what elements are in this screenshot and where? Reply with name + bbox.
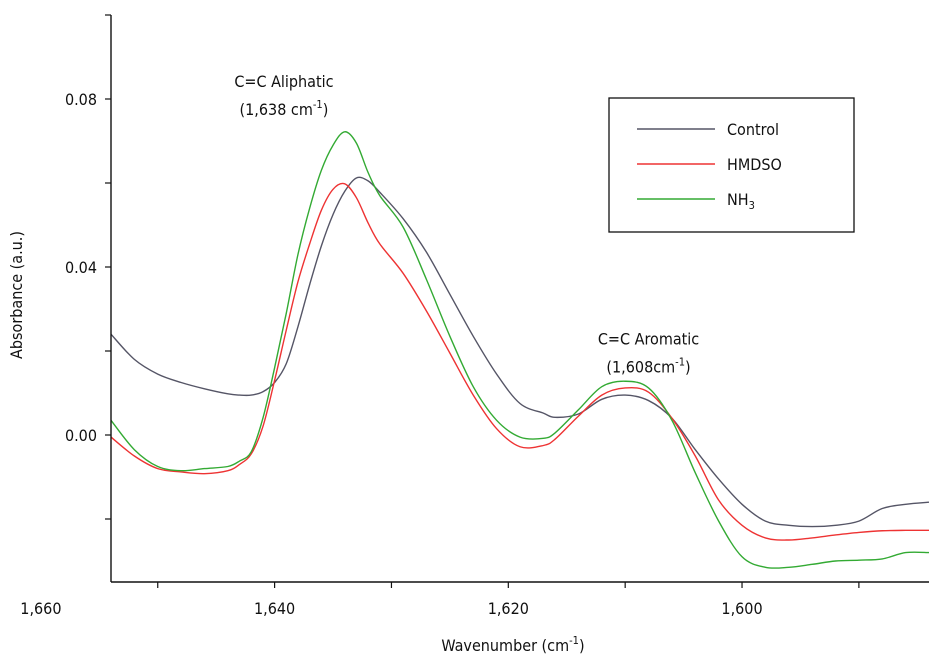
- y-tick-label: 0.04: [65, 258, 97, 277]
- legend-label-hmdso: HMDSO: [727, 155, 782, 174]
- y-axis-title: Absorbance (a.u.): [7, 231, 26, 359]
- legend-label-nh3: NH3: [727, 190, 755, 212]
- x-tick-label: 1,620: [488, 599, 529, 618]
- annotation-layer: C=C Aliphatic (1,638 cm-1) C=C Aromatic (1,…: [234, 72, 699, 376]
- series-line-nh: [111, 131, 929, 569]
- legend-label-control: Control: [727, 120, 779, 139]
- y-tick-label: 0.08: [65, 90, 97, 109]
- annotation-label: C=C Aliphatic: [234, 72, 333, 91]
- legend-box: [608, 97, 855, 233]
- x-axis-title: Wavenumber (cm-1): [441, 634, 584, 655]
- annotation-label: C=C Aromatic: [598, 330, 699, 349]
- series-line-control: [111, 176, 929, 528]
- x-tick-label: 1,600: [721, 599, 762, 618]
- y-tick-label: 0.00: [65, 426, 97, 445]
- annotation-wavenumber: (1,638 cm-1): [240, 98, 329, 119]
- legend: Control HMDSO NH3: [608, 97, 855, 233]
- x-tick-label: 1,640: [254, 599, 295, 618]
- series-layer: [111, 131, 929, 569]
- annotation-wavenumber: (1,608cm-1): [606, 356, 690, 377]
- series-line-hmdso: [111, 182, 929, 541]
- x-tick-label: 1,660: [20, 599, 61, 618]
